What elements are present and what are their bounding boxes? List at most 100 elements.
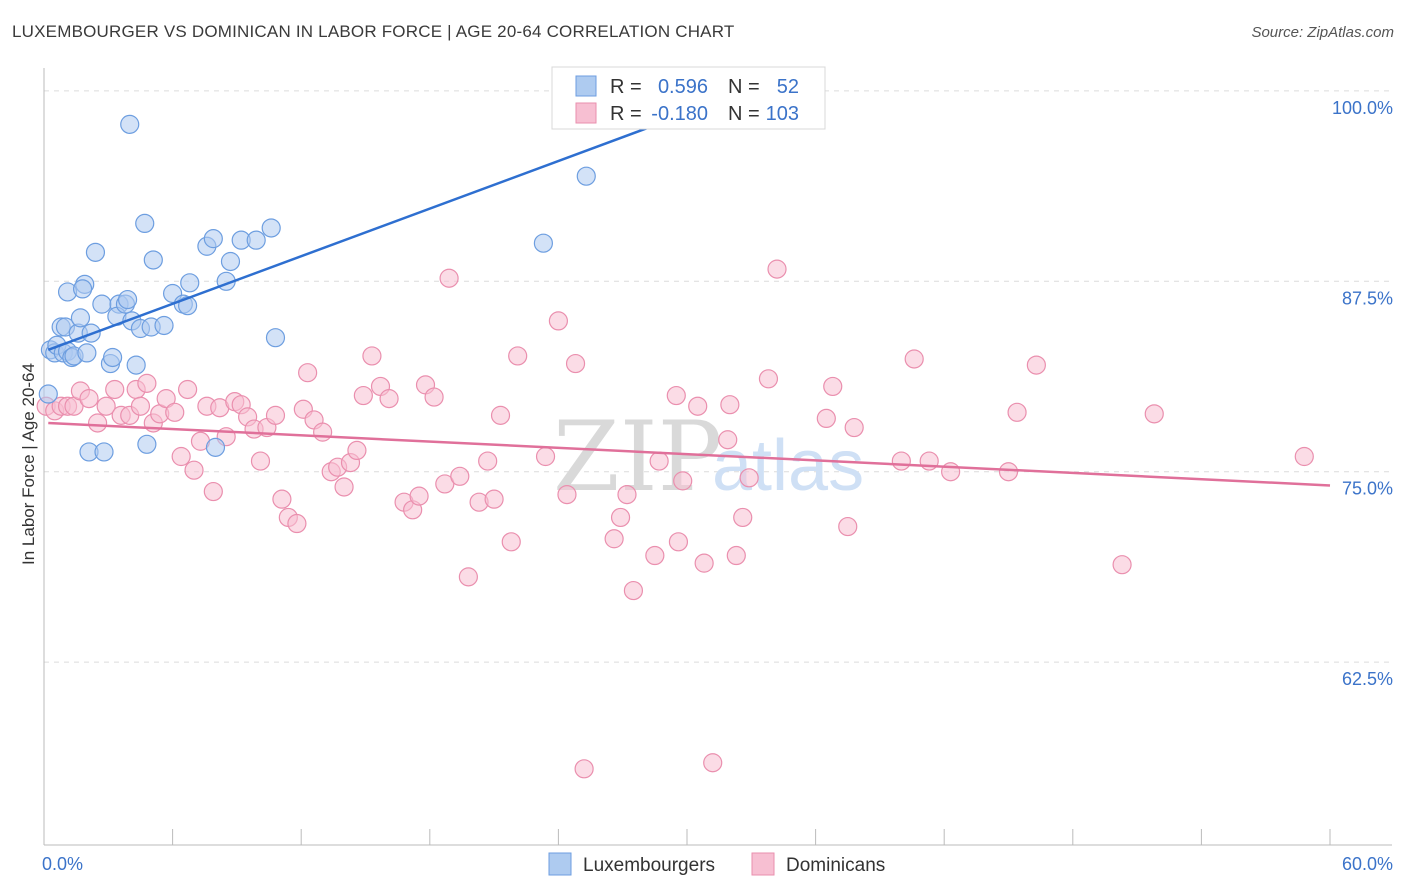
data-point [334,477,354,497]
data-point [85,242,106,262]
data-point [758,369,779,389]
data-point [574,759,594,779]
data-point [156,389,176,409]
data-point [102,347,123,368]
data-point [508,346,528,366]
grid-lines [44,90,1392,663]
data-point [353,385,373,406]
legend-n-value: 52 [777,76,799,98]
trend-line [47,120,667,352]
legend-label-dominicans: Dominicans [786,855,885,876]
data-point [767,259,787,279]
data-point [137,434,157,454]
data-point [154,315,174,336]
legend-swatch-dominicans [575,102,597,124]
data-point [501,532,521,552]
data-point [823,376,843,397]
x-tick-label: 0.0% [42,854,83,874]
data-point [72,279,93,299]
data-point [688,396,708,416]
data-point [287,513,307,534]
x-tick-labels: 0.0% 60.0% [42,854,1393,874]
legend-swatch-luxembourgers [575,75,597,97]
legend-swatch-dominicans [751,852,775,876]
data-point [70,308,91,328]
data-point [565,353,586,374]
data-point [362,346,382,366]
data-point [673,471,693,491]
legend-label-luxembourgers: Luxembourgers [583,855,715,876]
x-tick-label: 60.0% [1342,854,1393,874]
source-label: Source: ZipAtlas.com [1251,24,1394,41]
data-point [117,289,138,310]
data-point [205,437,226,457]
data-point [694,553,714,573]
data-point [1112,555,1132,575]
data-point [143,250,163,270]
data-point [105,379,125,400]
legend-r-value: 0.596 [658,76,708,98]
data-point [450,466,470,486]
data-point [203,481,223,502]
legend-r-value: -0.180 [651,103,708,125]
legend-r-label: R = [610,103,642,125]
data-point [130,396,151,416]
data-point [998,462,1019,482]
data-point [96,396,116,416]
data-point [203,229,223,249]
legend-n-label: N = [728,76,760,98]
data-point [576,166,596,186]
data-point [478,451,498,471]
data-point [409,486,429,506]
data-point [184,460,204,480]
data-point [557,484,577,505]
data-point [347,440,367,461]
data-point [891,451,911,471]
data-point [484,489,504,509]
data-point [703,753,723,773]
watermark-atlas: atlas [712,426,864,506]
legend-swatch-luxembourgers [548,852,572,876]
y-axis-title: In Labor Force | Age 20-64 [19,363,38,565]
data-point [666,385,686,406]
data-point [126,355,146,375]
data-point [458,567,478,587]
data-point [649,451,669,471]
legend-r-label: R = [610,76,642,98]
y-tick-label: 100.0% [1332,98,1393,118]
data-point [1007,402,1027,422]
data-point [816,408,836,429]
data-point [668,532,689,552]
correlation-legend: R = 0.596 N = 52 R = -0.180 N = 103 [551,66,826,130]
data-point [718,430,738,450]
data-point [171,446,191,467]
dominicans-points [36,259,1314,779]
data-point [1026,355,1046,375]
data-point [246,230,266,250]
series-legend: Luxembourgers Dominicans [548,852,885,876]
data-point [38,384,58,404]
data-point [1294,446,1314,467]
data-point [904,349,924,369]
data-point [435,474,455,494]
data-point [1144,404,1164,424]
data-point [87,413,108,433]
data-point [135,213,155,233]
data-point [79,389,99,409]
data-point [548,311,569,331]
data-point [313,422,333,442]
data-point [720,395,740,415]
data-point [424,387,444,407]
data-point [379,389,399,409]
data-point [733,507,753,528]
data-point [261,218,281,238]
watermark: ZIP atlas [553,401,864,513]
data-point [533,233,553,253]
data-point [137,373,157,393]
data-point [265,328,286,348]
data-point [617,484,637,505]
data-point [739,468,759,488]
data-point [535,446,556,467]
data-point [250,451,271,471]
